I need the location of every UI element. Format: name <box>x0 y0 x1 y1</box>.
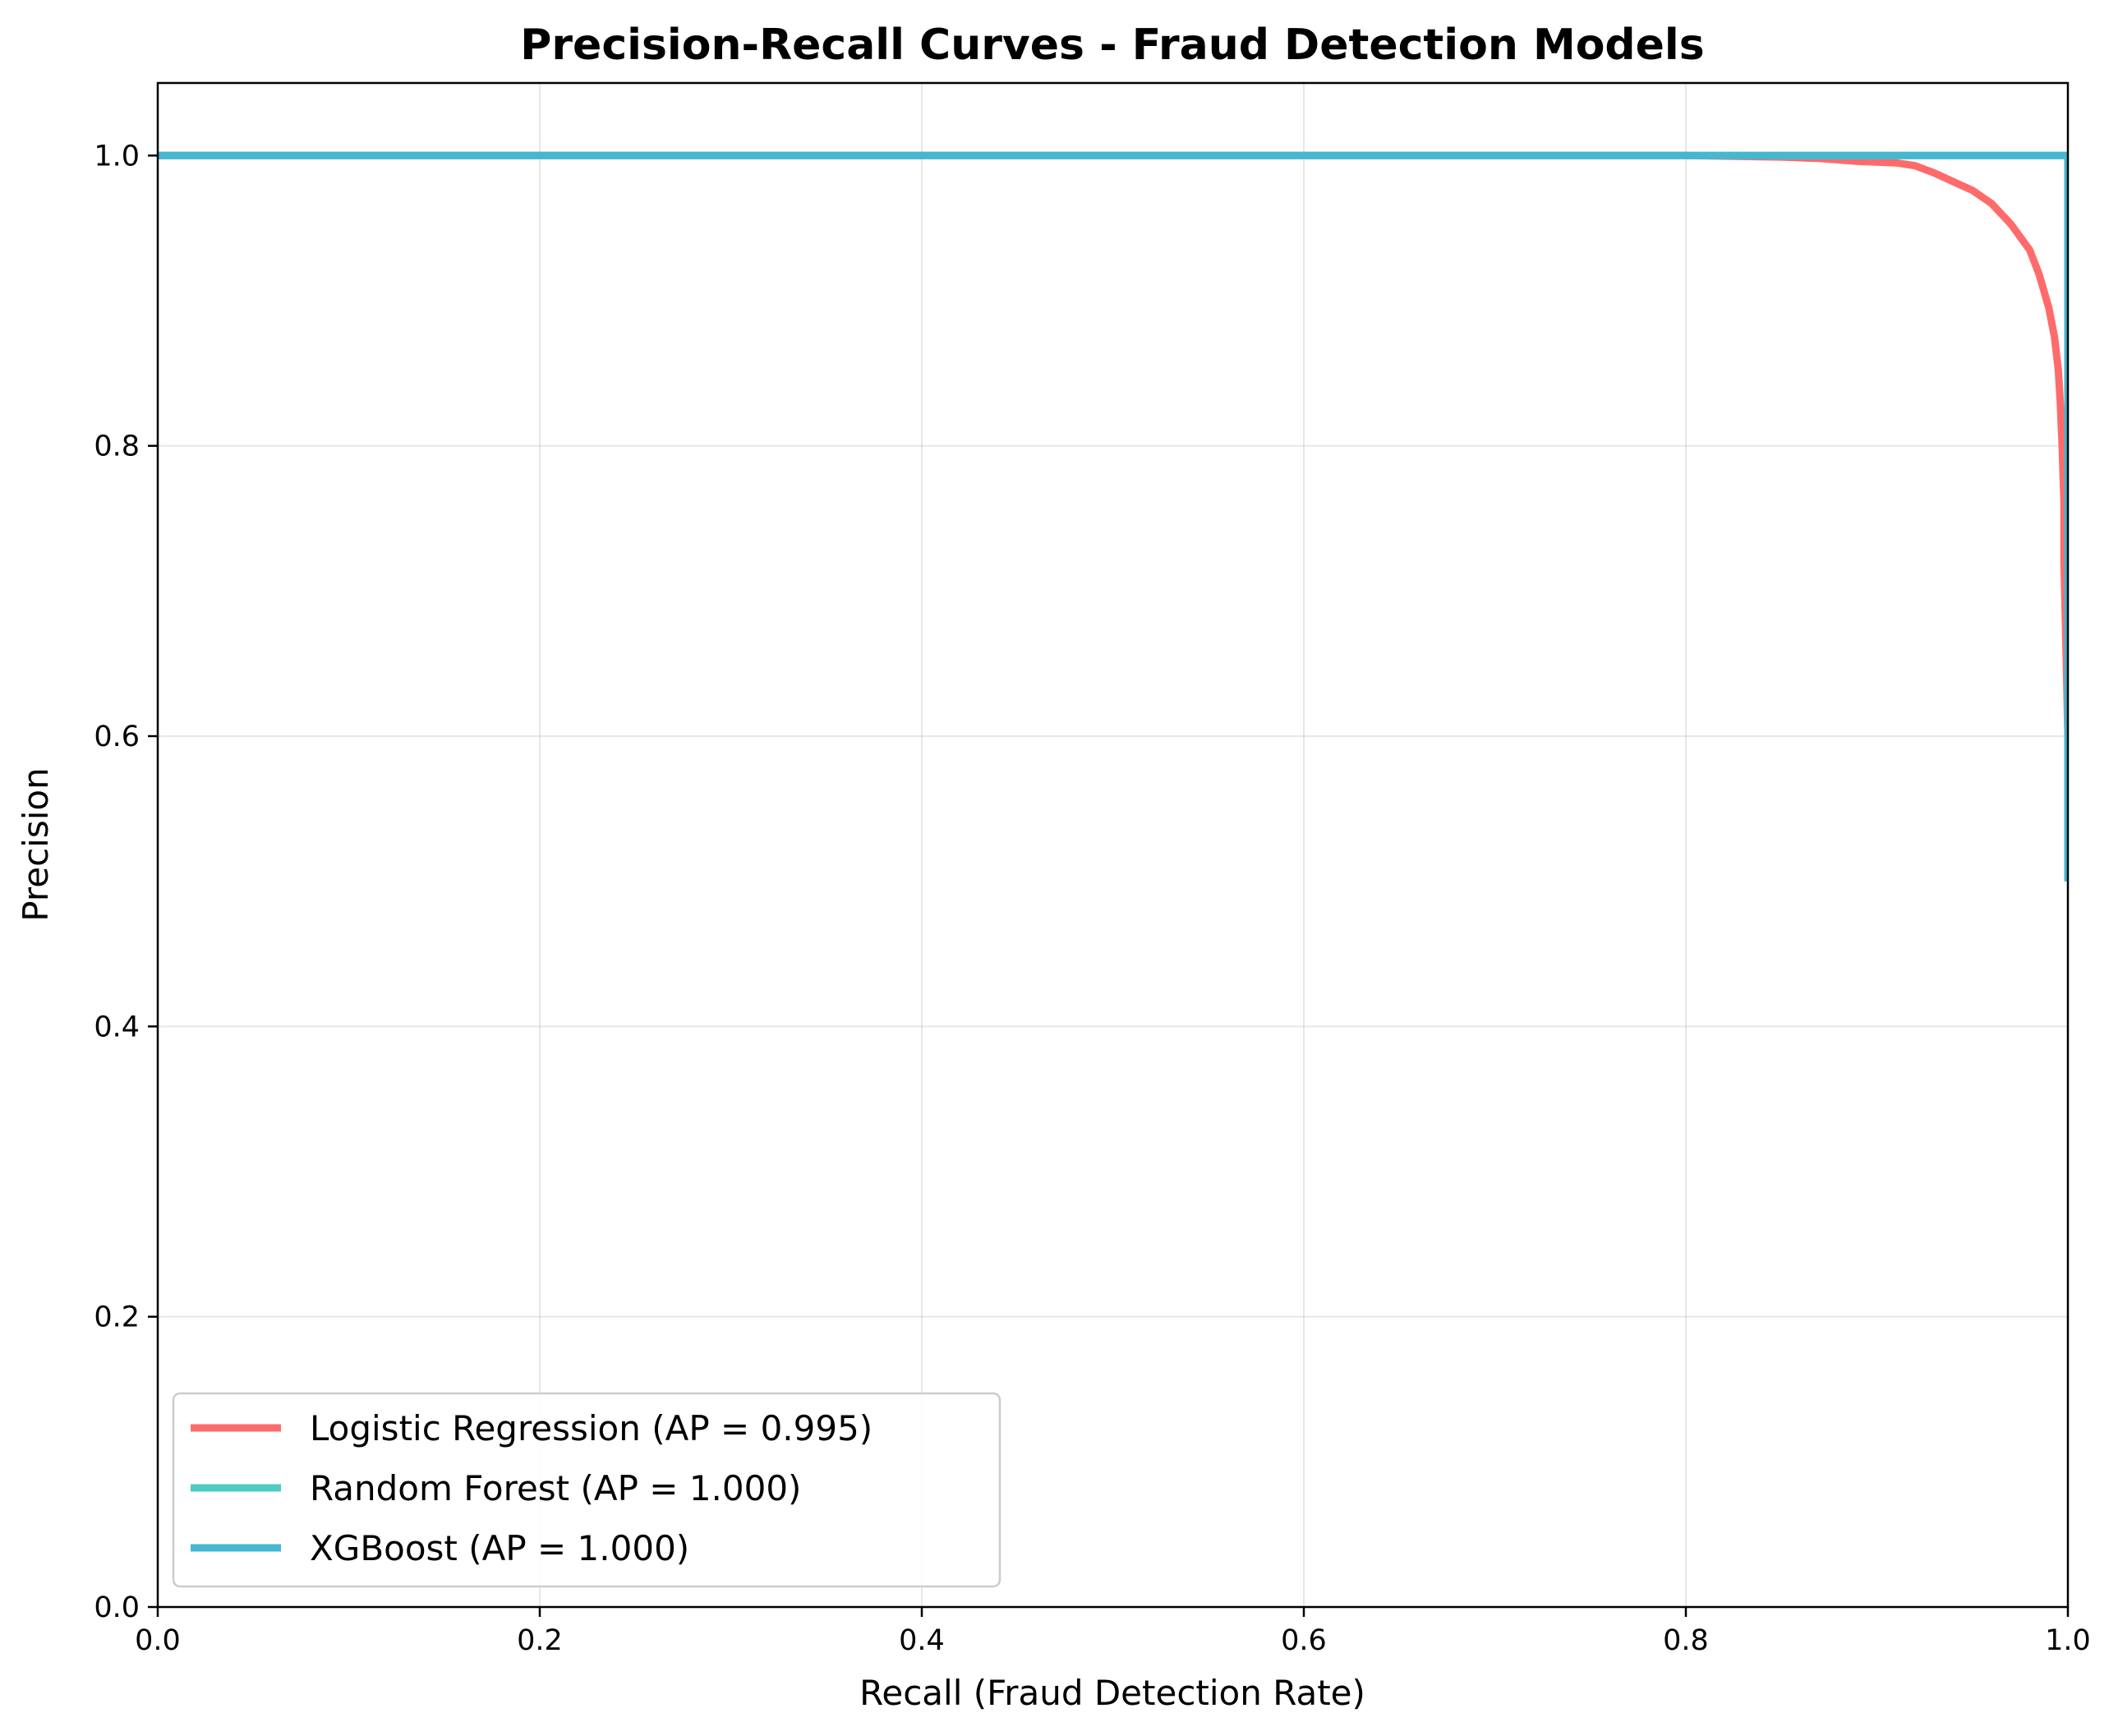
x-axis-label: Recall (Fraud Detection Rate) <box>859 1673 1365 1713</box>
legend-label-2: Random Forest (AP = 1.000) <box>310 1468 801 1508</box>
x-tick-label: 0.6 <box>1281 1624 1327 1657</box>
series-lines <box>158 151 2068 882</box>
series-line-3 <box>158 151 2068 882</box>
plot-area-frame <box>156 81 2070 1609</box>
x-tick-label: 0.2 <box>517 1624 563 1657</box>
x-tick-label: 1.0 <box>2045 1624 2091 1657</box>
y-axis-label: Precision <box>16 767 56 921</box>
y-tick-label: 0.6 <box>94 721 140 753</box>
legend-label-3: XGBoost (AP = 1.000) <box>310 1528 689 1568</box>
y-tick-label: 0.4 <box>94 1011 140 1043</box>
y-tick-label: 0.2 <box>94 1301 140 1334</box>
legend-box <box>172 1392 1001 1588</box>
chart-title: Precision-Recall Curves - Fraud Detectio… <box>520 21 1704 70</box>
y-tick-label: 0.0 <box>94 1591 140 1624</box>
x-tick-label: 0.0 <box>135 1624 181 1657</box>
y-tick-label: 0.8 <box>94 431 140 463</box>
legend-label-1: Logistic Regression (AP = 0.995) <box>310 1408 873 1448</box>
legend-entries: Logistic Regression (AP = 0.995) Random F… <box>191 1408 873 1568</box>
x-tick-label: 0.8 <box>1663 1624 1709 1657</box>
y-tick-label: 1.0 <box>94 140 140 173</box>
grid-lines <box>157 83 2069 1608</box>
legend: Logistic Regression (AP = 0.995) Random F… <box>172 1392 1001 1588</box>
axis-ticks: 0.0 0.2 0.4 0.6 0.8 1.0 0.0 0.2 0.4 0.6 0.8 1.0 <box>94 140 2091 1657</box>
x-tick-label: 0.4 <box>899 1624 945 1657</box>
